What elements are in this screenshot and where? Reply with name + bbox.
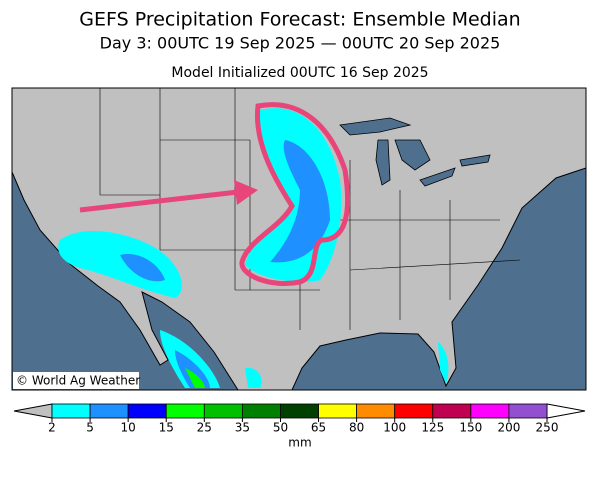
- credit-box: [13, 372, 139, 389]
- arrow-shaft: [79, 189, 239, 213]
- initialized: Model Initialized 00UTC 16 Sep 2025: [171, 65, 428, 81]
- colorbar-segment: [280, 403, 319, 419]
- colorbar-tick-label: 35: [235, 421, 250, 435]
- colorbar-segment: [127, 403, 167, 419]
- colorbar-segment: [432, 403, 472, 419]
- colorbar-segment: [51, 403, 91, 419]
- colorbar-tick-label: 25: [197, 421, 212, 435]
- colorbar-tick-label: 5: [86, 421, 94, 435]
- title: GEFS Precipitation Forecast: Ensemble Me…: [79, 9, 520, 31]
- colorbar-segment: [356, 403, 396, 419]
- precipitation: [58, 108, 449, 388]
- colorbar-segment: [394, 403, 434, 419]
- highlight-outline: [239, 102, 351, 286]
- colorbar-segment: [470, 403, 510, 419]
- colorbar-tick-label: 2: [48, 421, 56, 435]
- subtitle: Day 3: 00UTC 19 Sep 2025 — 00UTC 20 Sep …: [100, 34, 501, 53]
- colorbar-under: [13, 403, 53, 419]
- colorbar-tick-label: 125: [421, 421, 444, 435]
- colorbar-segment: [241, 403, 281, 419]
- colorbar-tick-label: 80: [349, 421, 364, 435]
- colorbar: 2 5 10 15 25 35 50 65 80 100 125 150 200 250: [13, 403, 586, 435]
- colorbar-tick-label: 100: [383, 421, 406, 435]
- colorbar-tick-label: 65: [311, 421, 326, 435]
- state-borders: [99, 88, 521, 330]
- colorbar-tick-label: 15: [159, 421, 174, 435]
- colorbar-unit: mm: [288, 436, 311, 450]
- colorbar-over: [546, 403, 586, 419]
- colorbar-tick-label: 10: [121, 421, 136, 435]
- colorbar-segment: [508, 403, 548, 419]
- colorbar-tick-label: 200: [497, 421, 520, 435]
- arrow-head: [234, 180, 258, 205]
- colorbar-tick-label: 150: [459, 421, 482, 435]
- colorbar-tick-label: 50: [273, 421, 288, 435]
- great-lakes: [339, 117, 491, 187]
- credit: © World Ag Weather: [16, 374, 140, 388]
- colorbar-segment: [165, 403, 205, 419]
- map: © World Ag Weather: [11, 87, 587, 391]
- colorbar-segment: [203, 403, 243, 419]
- colorbar-segment: [89, 403, 129, 419]
- colorbar-tick-label: 250: [536, 421, 559, 435]
- colorbar-segment: [318, 403, 358, 419]
